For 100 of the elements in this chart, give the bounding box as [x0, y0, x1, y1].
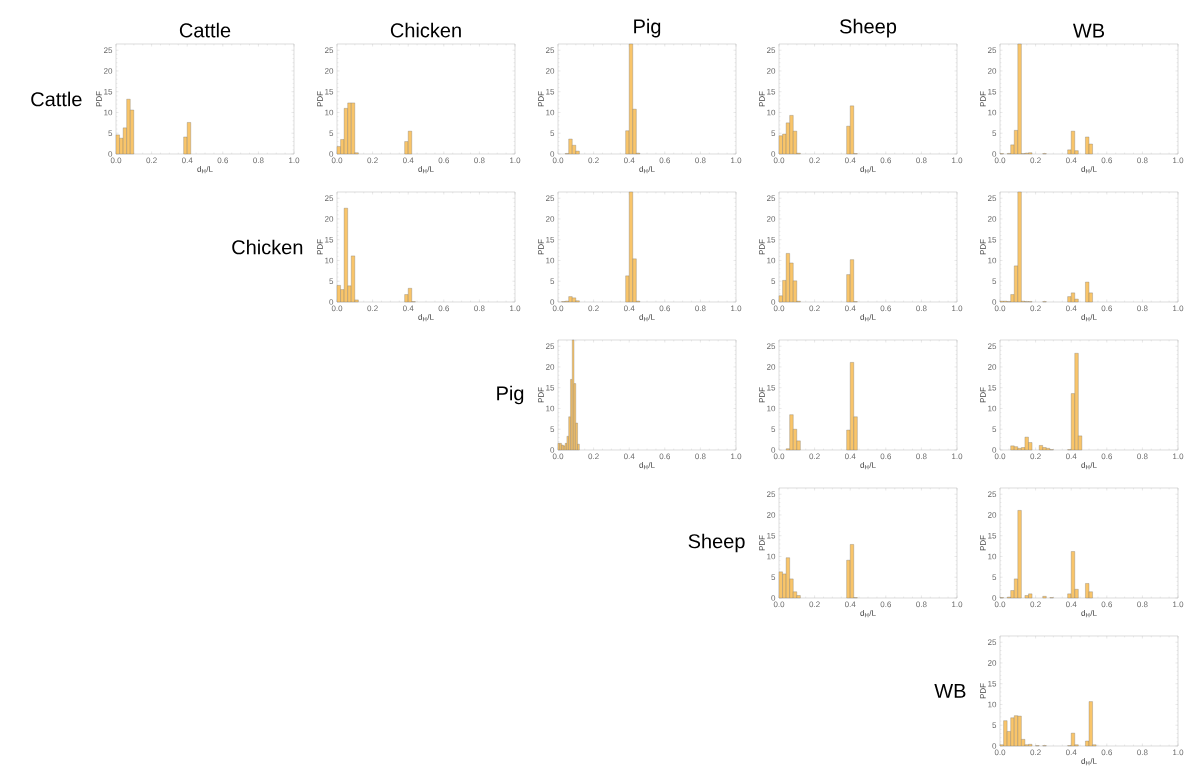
x-tick-label: 1.0 — [1173, 157, 1184, 164]
x-tick-label: 0.6 — [659, 157, 671, 164]
text: WB — [934, 684, 966, 698]
y-tick-label: 0 — [771, 151, 776, 157]
y-tick-label: 5 — [992, 278, 997, 285]
y-tick-label: 25 — [987, 639, 997, 646]
x-axis-title: d$_{H}$/L — [1081, 610, 1097, 618]
y-tick-label: 15 — [767, 236, 776, 243]
y-tick-label: 0 — [550, 151, 555, 157]
x-tick-label: 0.4 — [623, 453, 635, 460]
x-tick-label: 0.6 — [880, 305, 892, 312]
x-axis-title: d$_{H}$/L — [639, 314, 655, 322]
x-tick-label: 0.8 — [1137, 601, 1148, 608]
y-tick-label: 5 — [329, 130, 334, 137]
y-tick-label: 10 — [767, 257, 776, 264]
y-tick-label: 5 — [992, 426, 997, 433]
y-tick-label: 5 — [771, 426, 776, 433]
x-tick-label: 0.8 — [916, 601, 927, 608]
x-tick-label: 0.4 — [1065, 601, 1077, 608]
y-tick-label: 10 — [988, 405, 997, 412]
y-tick-label: 15 — [767, 384, 776, 391]
text: Chicken — [232, 239, 303, 255]
x-tick-label: 0.0 — [773, 305, 785, 312]
x-tick-label: 0.0 — [331, 305, 343, 312]
x-tick-label: 0.0 — [994, 305, 1006, 312]
y-tick-label: 20 — [766, 512, 776, 518]
y-tick-label: 10 — [546, 405, 555, 412]
y-tick-label: 15 — [988, 680, 997, 687]
x-tick-label: 0.0 — [994, 157, 1006, 164]
x-tick-label: 1.0 — [1173, 453, 1184, 460]
x-tick-label: 1.0 — [952, 305, 963, 312]
y-tick-label: 0 — [992, 595, 997, 601]
y-tick-label: 0 — [771, 595, 776, 601]
chart-title: Cattle — [179, 22, 231, 38]
x-tick-label: 1.0 — [731, 305, 742, 312]
y-axis-title: PDF — [317, 239, 323, 255]
y-tick-label: 5 — [992, 130, 997, 137]
y-tick-label: 20 — [987, 216, 997, 222]
x-tick-label: 0.2 — [367, 305, 378, 312]
x-tick-label: 0.4 — [402, 157, 414, 164]
y-tick-label: 0 — [550, 299, 555, 305]
y-tick-label: 10 — [104, 109, 113, 116]
x-tick-label: 0.2 — [367, 157, 378, 164]
y-tick-label: 0 — [329, 151, 334, 157]
y-tick-label: 15 — [767, 532, 776, 539]
y-tick-label: 5 — [771, 574, 776, 581]
x-tick-label: 1.0 — [510, 157, 521, 164]
y-tick-label: 25 — [987, 343, 997, 350]
y-tick-label: 20 — [545, 364, 555, 370]
x-axis-title: d$_{H}$/L — [197, 166, 213, 174]
x-tick-label: 0.6 — [1101, 601, 1113, 608]
y-tick-label: 0 — [771, 447, 776, 453]
x-tick-label: 0.8 — [916, 157, 927, 164]
x-tick-label: 1.0 — [952, 157, 963, 164]
y-tick-label: 25 — [766, 195, 776, 202]
x-tick-label: 0.0 — [773, 157, 785, 164]
x-tick-label: 0.6 — [880, 157, 892, 164]
x-tick-label: 0.2 — [588, 305, 599, 312]
y-tick-label: 5 — [550, 278, 555, 285]
x-tick-label: 0.8 — [916, 305, 927, 312]
y-tick-label: 20 — [766, 364, 776, 370]
x-tick-label: 0.2 — [1030, 749, 1041, 756]
x-tick-label: 0.8 — [1137, 305, 1148, 312]
x-tick-label: 1.0 — [952, 601, 963, 608]
x-tick-label: 0.4 — [1065, 157, 1077, 164]
x-tick-label: 0.6 — [438, 157, 450, 164]
y-tick-label: 20 — [766, 216, 776, 222]
chart-title: Chicken — [390, 22, 461, 38]
y-tick-label: 0 — [771, 299, 776, 305]
x-tick-label: 0.2 — [1030, 305, 1041, 312]
y-tick-label: 10 — [988, 109, 997, 116]
x-axis-title: d$_{H}$/L — [418, 314, 434, 322]
x-tick-label: 0.0 — [552, 453, 564, 460]
y-axis-title: PDF — [759, 239, 765, 255]
y-tick-label: 15 — [325, 236, 334, 243]
y-tick-label: 15 — [988, 384, 997, 391]
y-tick-label: 20 — [103, 68, 113, 74]
x-axis-title: d$_{H}$/L — [1081, 758, 1097, 766]
y-tick-label: 25 — [987, 195, 997, 202]
y-tick-label: 5 — [992, 722, 997, 729]
x-tick-label: 0.0 — [994, 453, 1006, 460]
y-axis-title: PDF — [538, 239, 544, 255]
y-tick-label: 10 — [546, 109, 555, 116]
y-tick-label: 25 — [103, 47, 113, 54]
y-tick-label: 15 — [767, 88, 776, 95]
x-tick-label: 0.6 — [659, 453, 671, 460]
x-tick-label: 1.0 — [1173, 305, 1184, 312]
x-tick-label: 0.4 — [623, 157, 635, 164]
x-tick-label: 0.0 — [552, 157, 564, 164]
text: Pig — [497, 385, 524, 405]
y-tick-label: 10 — [325, 257, 334, 264]
y-tick-label: 15 — [104, 88, 113, 95]
y-tick-label: 15 — [988, 88, 997, 95]
x-tick-label: 0.0 — [994, 601, 1006, 608]
x-tick-label: 0.4 — [844, 305, 856, 312]
y-tick-label: 0 — [992, 151, 997, 157]
y-axis-title: PDF — [759, 91, 765, 107]
y-tick-label: 15 — [325, 88, 334, 95]
x-tick-label: 0.4 — [1065, 749, 1077, 756]
y-tick-label: 15 — [546, 236, 555, 243]
